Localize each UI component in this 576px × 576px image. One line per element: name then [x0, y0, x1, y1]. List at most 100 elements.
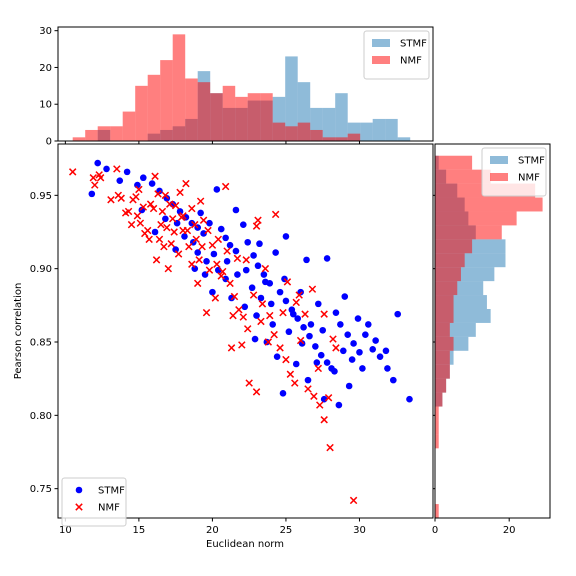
top-hist-ytick-label: 20 — [39, 63, 52, 74]
scatter-point-stmf — [103, 165, 110, 173]
scatter-point-stmf — [389, 376, 397, 384]
scatter-point-stmf — [200, 230, 207, 237]
top-hist-bar — [285, 126, 298, 141]
scatter-point-stmf — [256, 240, 263, 248]
scatter-point-nmf — [279, 308, 287, 317]
top-hist-bar — [147, 74, 161, 141]
right-hist-series-nmf — [435, 155, 543, 518]
scatter-point-stmf — [376, 353, 384, 360]
scatter-point-nmf — [146, 200, 155, 208]
scatter-point-nmf — [199, 216, 208, 224]
scatter-point-nmf — [143, 226, 152, 235]
scatter-point-nmf — [324, 394, 333, 402]
top-hist-bar — [285, 56, 298, 141]
top-hist-legend-swatch — [372, 56, 390, 64]
x-tick: 25 — [280, 518, 292, 536]
scatter-point-stmf — [350, 340, 357, 347]
x-axis-label: Euclidean norm — [206, 539, 284, 550]
scatter-point-stmf — [354, 315, 362, 322]
scatter-point-nmf — [292, 298, 300, 307]
top-hist-bar — [272, 122, 286, 141]
x-tick: 20 — [206, 518, 219, 536]
scatter-point-nmf — [121, 209, 130, 217]
scatter-point-nmf — [68, 168, 77, 176]
scatter-point-stmf — [251, 335, 259, 343]
scatter-point-nmf — [170, 228, 178, 236]
scatter-point-stmf — [341, 293, 349, 300]
right-hist-bar — [435, 225, 502, 240]
top-hist-bar — [160, 60, 173, 142]
scatter-point-stmf — [335, 401, 343, 409]
scatter-point-stmf — [232, 206, 240, 214]
scatter-point-nmf — [149, 204, 158, 213]
scatter-point-stmf — [223, 258, 231, 265]
right-hist-bar — [435, 364, 450, 379]
scatter-point-nmf — [182, 179, 190, 188]
y-axis-label: Pearson correlation — [13, 283, 24, 380]
top-hist-ytick-label: 10 — [39, 100, 52, 111]
scatter-point-stmf — [253, 312, 260, 319]
scatter-point-stmf — [139, 174, 147, 182]
scatter-point-stmf — [282, 233, 290, 240]
scatter-point-stmf — [285, 328, 293, 336]
scatter-point-stmf — [297, 288, 304, 296]
scatter-legend: STMF NMF — [61, 477, 127, 527]
top-hist-bar — [297, 122, 311, 141]
y-tick-label: 0.85 — [30, 338, 52, 349]
scatter-point-stmf — [273, 353, 281, 360]
scatter-point-nmf — [245, 379, 253, 387]
top-hist-bar — [197, 82, 211, 141]
right-hist-bar — [435, 211, 517, 226]
scatter-point-nmf — [258, 300, 267, 308]
scatter-point-nmf — [193, 279, 202, 288]
y-tick: 0.75 — [30, 484, 58, 495]
scatter-point-nmf — [286, 370, 295, 378]
scatter-point-stmf — [138, 206, 146, 214]
right-hist-bar — [435, 267, 461, 282]
scatter-point-nmf — [176, 188, 184, 197]
scatter-point-stmf — [217, 225, 225, 233]
scatter-legend-swatch — [75, 503, 83, 511]
y-tick-label: 0.80 — [30, 411, 52, 422]
scatter-point-stmf — [232, 247, 240, 255]
scatter-point-nmf — [96, 174, 105, 182]
scatter-point-stmf — [241, 303, 249, 311]
right-hist-legend: STMF NMF — [481, 147, 547, 197]
scatter-point-nmf — [227, 344, 236, 352]
scatter-point-stmf — [332, 309, 340, 316]
scatter-point-stmf — [239, 221, 247, 228]
scatter-point-stmf — [294, 315, 302, 322]
scatter-point-nmf — [167, 240, 175, 248]
scatter-legend-label: STMF — [98, 486, 125, 497]
scatter-point-stmf — [244, 238, 252, 246]
scatter-point-nmf — [270, 330, 278, 339]
scatter-point-stmf — [345, 382, 353, 390]
top-hist-legend-label: NMF — [400, 56, 422, 67]
scatter-point-stmf — [181, 233, 188, 240]
scatter-point-nmf — [91, 181, 99, 189]
scatter-point-nmf — [188, 260, 196, 268]
scatter-point-nmf — [157, 220, 165, 229]
scatter-point-nmf — [252, 222, 261, 230]
scatter-series-nmf — [68, 165, 358, 505]
scatter-point-stmf — [257, 294, 265, 302]
top-hist-bar — [372, 118, 386, 141]
scatter-legend-label: NMF — [98, 503, 120, 514]
y-tick: 0.95 — [30, 191, 58, 202]
scatter-point-stmf — [148, 180, 156, 187]
scatter-point-nmf — [296, 336, 305, 345]
top-hist-series-nmf — [72, 34, 361, 142]
scatter-point-nmf — [229, 311, 237, 320]
scatter-point-stmf — [362, 331, 369, 338]
scatter-point-nmf — [195, 256, 203, 264]
scatter-point-nmf — [171, 201, 180, 210]
scatter-point-nmf — [166, 200, 174, 208]
y-tick: 0.85 — [30, 338, 58, 349]
top-hist-bar — [347, 133, 361, 141]
scatter-point-stmf — [116, 177, 124, 184]
right-hist-bar — [435, 420, 439, 435]
scatter-point-nmf — [113, 165, 121, 173]
top-histogram: 0 10 20 30 STMF NMF — [39, 26, 434, 148]
top-hist-bar — [260, 93, 273, 141]
right-hist-xtick: 20 — [503, 518, 516, 536]
